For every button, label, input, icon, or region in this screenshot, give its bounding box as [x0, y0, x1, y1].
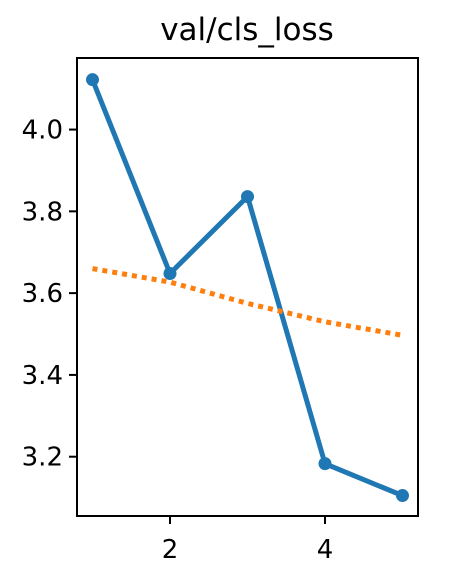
- series-1-point-2: [163, 267, 177, 281]
- plot-marks: [86, 73, 409, 503]
- y-tick-label: 3.2: [22, 443, 63, 473]
- chart-title: val/cls_loss: [160, 12, 334, 48]
- y-tick-label: 3.8: [22, 197, 63, 227]
- y-tick-label: 3.6: [22, 279, 63, 309]
- series-1-point-4: [318, 457, 332, 471]
- series-1-point-1: [86, 73, 99, 87]
- series-1-line: [90, 77, 405, 499]
- series-1-point-3: [241, 190, 254, 204]
- x-tick-label: 4: [317, 535, 334, 565]
- y-tick-label: 4.0: [22, 116, 63, 146]
- series-1-point-5: [396, 489, 409, 503]
- axes: 3.2 3.4 3.6 3.8 4.0 2 4: [22, 116, 334, 565]
- series-2-line: [92, 266, 403, 338]
- y-tick-label: 3.4: [22, 361, 63, 391]
- plot-frame: [76, 57, 419, 517]
- x-tick-label: 2: [162, 535, 179, 565]
